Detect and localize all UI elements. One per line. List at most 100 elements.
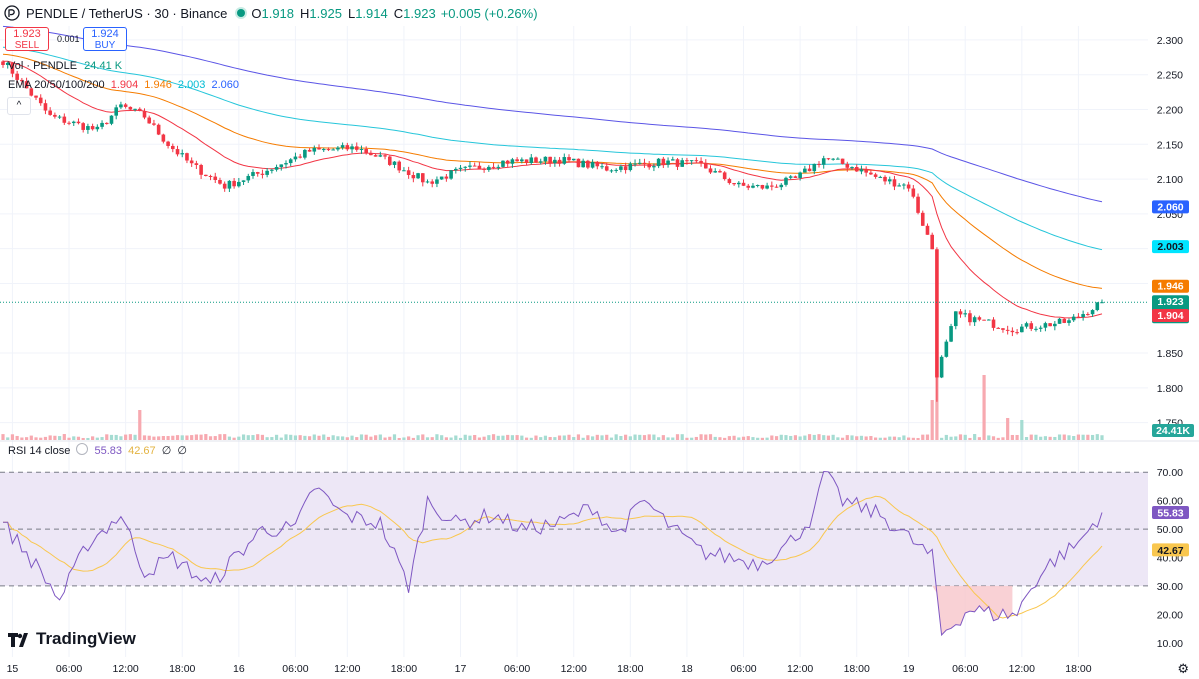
volume-bar: [81, 437, 85, 440]
ema-legend[interactable]: EMA 20/50/100/200 1.904 1.946 2.003 2.06…: [8, 79, 239, 91]
volume-legend[interactable]: Vol · PENDLE 24.41 K: [8, 60, 122, 72]
candle-body: [972, 317, 977, 323]
volume-bar: [194, 434, 198, 440]
candle-body: [468, 165, 472, 167]
volume-bar: [510, 435, 515, 440]
candle-body: [274, 166, 279, 170]
candle-body: [1090, 310, 1095, 315]
volume-bar: [185, 435, 189, 440]
axis-label-value: 24.41K: [1156, 425, 1190, 437]
rsi-tick-label: 50.00: [1157, 524, 1183, 536]
volume-bar: [737, 437, 741, 440]
candle-body: [166, 141, 170, 146]
volume-bar: [322, 434, 326, 440]
candle-body: [958, 311, 963, 315]
time-tick-label: 06:00: [952, 663, 978, 675]
volume-bar: [331, 435, 335, 440]
buy-button[interactable]: 1.924 BUY: [83, 27, 127, 51]
high-value: 1.925: [309, 5, 342, 21]
candle-body: [850, 166, 854, 168]
volume-bar: [10, 434, 15, 440]
volume-bar: [336, 436, 340, 440]
volume-bar: [15, 435, 19, 440]
candle-body: [53, 114, 57, 117]
volume-bar: [435, 434, 439, 440]
volume-bar: [91, 436, 95, 440]
candle-body: [213, 176, 218, 180]
candle-body: [1086, 314, 1090, 316]
volume-bar: [619, 435, 623, 440]
candle-body: [741, 182, 746, 186]
candle-body: [534, 157, 538, 163]
volume-bar: [86, 437, 90, 440]
tradingview-logo[interactable]: TradingView: [8, 629, 136, 649]
candle-body: [883, 176, 887, 182]
volume-bar: [416, 435, 420, 440]
time-tick-label: 18:00: [169, 663, 195, 675]
volume-bar: [237, 436, 241, 440]
candle-body: [104, 122, 109, 124]
time-tick-label: 18: [681, 663, 693, 675]
volume-bar: [576, 434, 581, 440]
volume-bar: [1039, 436, 1043, 440]
candle-body: [689, 160, 694, 162]
chart-settings-gear-icon[interactable]: ⚙: [1177, 661, 1189, 676]
ema200-line: [2, 25, 1103, 203]
volume-bar: [935, 370, 939, 440]
rsi-legend[interactable]: RSI 14 close 55.83 42.67 ∅ ∅: [8, 443, 187, 457]
volume-bar: [95, 437, 99, 440]
volume-bar: [279, 437, 283, 440]
volume-bar: [529, 437, 533, 440]
volume-bar: [43, 436, 48, 440]
volume-bar: [421, 434, 425, 440]
candle-body: [784, 177, 788, 185]
volume-bar: [751, 437, 755, 440]
sell-button[interactable]: 1.923 SELL: [5, 27, 49, 51]
symbol-title[interactable]: PENDLE / TetherUS · 30 · Binance: [26, 5, 228, 21]
candle-body: [609, 170, 614, 172]
volume-bar: [1076, 434, 1081, 440]
volume-bar: [1020, 420, 1024, 440]
candle-body: [1001, 328, 1005, 330]
price-tick-label: 1.850: [1157, 348, 1183, 360]
volume-bar: [166, 436, 170, 440]
candle-body: [1024, 323, 1029, 327]
rsi-extra-1: ∅: [161, 445, 172, 457]
candle-body: [817, 163, 821, 165]
volume-bar: [1090, 434, 1095, 440]
collapse-legend-chevron-up-icon[interactable]: ^: [7, 97, 31, 115]
volume-bar: [605, 434, 609, 440]
candle-body: [737, 182, 741, 185]
ema20-value: 1.904: [110, 79, 139, 91]
candle-body: [251, 172, 255, 176]
volume-bar: [590, 436, 595, 440]
volume-bar: [944, 434, 948, 440]
volume-bar: [1043, 436, 1047, 440]
volume-bar: [973, 434, 977, 440]
candle-body: [911, 188, 916, 197]
volume-bar: [954, 436, 958, 440]
candle-body: [293, 156, 298, 160]
volume-bar: [718, 437, 722, 440]
volume-bar: [345, 437, 349, 440]
candle-body: [199, 164, 203, 175]
time-tick-label: 12:00: [1009, 663, 1035, 675]
time-tick-label: 06:00: [56, 663, 82, 675]
volume-bar: [29, 435, 33, 440]
price-tick-label: 2.300: [1157, 35, 1183, 47]
rsi-tick-label: 10.00: [1157, 638, 1183, 650]
candle-body: [10, 62, 15, 74]
volume-bar: [1010, 434, 1014, 440]
volume-bar: [482, 436, 486, 440]
ema100-line: [2, 46, 1103, 251]
time-tick-label: 06:00: [504, 663, 530, 675]
candle-body: [840, 158, 845, 164]
rsi-line: [2, 470, 1103, 637]
volume-bar: [312, 434, 316, 440]
rsi-settings-icon[interactable]: [76, 443, 89, 455]
volume-bar: [24, 437, 29, 440]
close-label: C: [393, 5, 404, 21]
volume-bar: [303, 435, 307, 440]
candle-body: [449, 170, 453, 179]
